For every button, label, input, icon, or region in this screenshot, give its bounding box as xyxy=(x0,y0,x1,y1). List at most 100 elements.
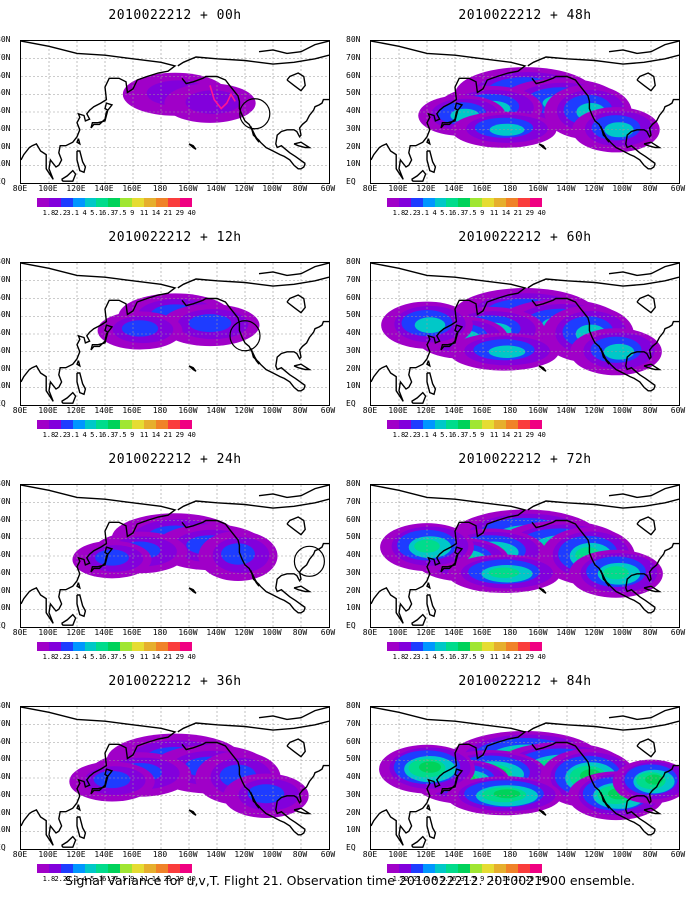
colorbar-swatch xyxy=(505,420,518,429)
latitude-label: 40N xyxy=(0,772,11,781)
colorbar-swatch xyxy=(167,198,180,207)
colorbar-label: 9 xyxy=(130,431,135,439)
colorbar-swatch xyxy=(37,642,49,651)
colorbar-label: 5.1 xyxy=(440,875,453,883)
colorbar-swatch xyxy=(398,198,411,207)
coastline xyxy=(90,546,114,573)
latitude-label: 20N xyxy=(0,807,11,817)
latitude-label: 20N xyxy=(0,141,11,151)
latitude-label: 70N xyxy=(346,274,361,284)
latitude-label: EQ xyxy=(346,177,356,186)
coastline xyxy=(608,263,679,277)
longitude-label: 120E xyxy=(66,184,86,193)
longitude-label: 140W xyxy=(556,406,576,415)
variance-map xyxy=(21,707,329,849)
colorbar-swatch xyxy=(120,198,133,207)
colorbar-label: 29 xyxy=(175,875,185,883)
longitude-label: 140E xyxy=(94,628,114,637)
colorbar-swatch xyxy=(458,642,471,651)
colorbar-label: 11 xyxy=(139,875,149,883)
colorbar-label: 3.1 xyxy=(66,875,80,883)
colorbar-swatch xyxy=(470,420,483,429)
colorbar-swatch xyxy=(410,420,423,429)
colorbar-label: 14 xyxy=(151,875,161,883)
colorbar-swatch xyxy=(167,642,180,651)
coastline xyxy=(61,169,77,182)
longitude-label: 180 xyxy=(502,184,518,193)
coastline xyxy=(440,324,464,351)
variance-contour xyxy=(93,770,131,789)
longitude-label: 140W xyxy=(206,406,226,415)
latitude-label: 80N xyxy=(0,701,11,710)
longitude-label: 80E xyxy=(362,406,378,415)
longitude-label: 100E xyxy=(388,406,408,415)
latitude-label: 10N xyxy=(346,603,361,613)
colorbar-label: 2.2 xyxy=(404,653,418,661)
colorbar-label: 40 xyxy=(537,209,546,217)
longitude-label: 80E xyxy=(362,184,378,193)
coastline xyxy=(426,594,437,618)
map-area xyxy=(20,262,330,406)
longitude-label: 140E xyxy=(444,184,464,193)
colorbar-label: 21 xyxy=(163,653,173,661)
colorbar-label: 7.5 xyxy=(113,209,127,217)
colorbar-swatch xyxy=(458,864,471,873)
longitude-label: 60W xyxy=(320,850,336,859)
panel-title: 2010022212 + 48h xyxy=(458,8,592,23)
colorbar-label: 7.5 xyxy=(463,209,477,217)
coastline xyxy=(411,835,427,848)
colorbar-swatch xyxy=(529,864,542,873)
longitude-label: 160W xyxy=(178,850,198,859)
longitude-label: 100E xyxy=(388,850,408,859)
colorbar-label: 1.8 xyxy=(392,653,406,661)
colorbar-swatch xyxy=(387,642,399,651)
longitude-label: 140W xyxy=(556,850,576,859)
latitude-label: EQ xyxy=(0,621,6,630)
coastline xyxy=(188,365,197,372)
coastline xyxy=(61,391,77,404)
colorbar-swatch xyxy=(434,198,447,207)
latitude-label: 20N xyxy=(0,585,11,595)
coastline xyxy=(177,54,329,67)
colorbar-swatch xyxy=(458,420,471,429)
colorbar-swatch xyxy=(132,198,145,207)
latitude-label: 60N xyxy=(346,292,361,302)
variance-map xyxy=(21,263,329,405)
latitude-label: 30N xyxy=(346,567,361,577)
colorbar-swatch xyxy=(446,864,459,873)
longitude-label: 100E xyxy=(38,406,58,415)
colorbar-label: 5.1 xyxy=(440,653,453,661)
latitude-label: 70N xyxy=(0,274,11,284)
colorbar-swatch xyxy=(72,864,85,873)
colorbar-label: 5.1 xyxy=(90,875,103,883)
longitude-label: 80E xyxy=(12,406,28,415)
longitude-label: 180 xyxy=(152,628,168,637)
latitude-label: 30N xyxy=(0,123,11,133)
coastline xyxy=(181,741,306,836)
colorbar-label: 11 xyxy=(489,209,499,217)
colorbar-label: 2.2 xyxy=(54,431,68,439)
colorbar-swatch xyxy=(48,864,61,873)
colorbar-label: 21 xyxy=(163,431,173,439)
longitude-label: 180 xyxy=(152,184,168,193)
coastline xyxy=(531,741,656,836)
colorbar-label: 5.1 xyxy=(440,431,453,439)
colorbar-swatch xyxy=(167,864,180,873)
longitude-label: 80W xyxy=(292,850,308,859)
colorbar-swatch xyxy=(132,864,145,873)
coastline xyxy=(531,75,656,170)
longitude-label: 100E xyxy=(388,184,408,193)
colorbar-label: 1.8 xyxy=(42,431,56,439)
colorbar-swatch xyxy=(84,642,97,651)
colorbar-label: 11 xyxy=(489,875,499,883)
colorbar-label: 1.8 xyxy=(392,875,406,883)
colorbar-swatch xyxy=(144,198,156,207)
longitude-label: 80E xyxy=(12,628,28,637)
panel-title: 2010022212 + 12h xyxy=(108,230,242,245)
variance-contour xyxy=(603,566,629,580)
latitude-label: 70N xyxy=(0,718,11,728)
colorbar-swatch xyxy=(155,864,168,873)
longitude-label: 140E xyxy=(94,406,114,415)
longitude-label: 100W xyxy=(262,406,282,415)
colorbar-swatch xyxy=(72,198,85,207)
